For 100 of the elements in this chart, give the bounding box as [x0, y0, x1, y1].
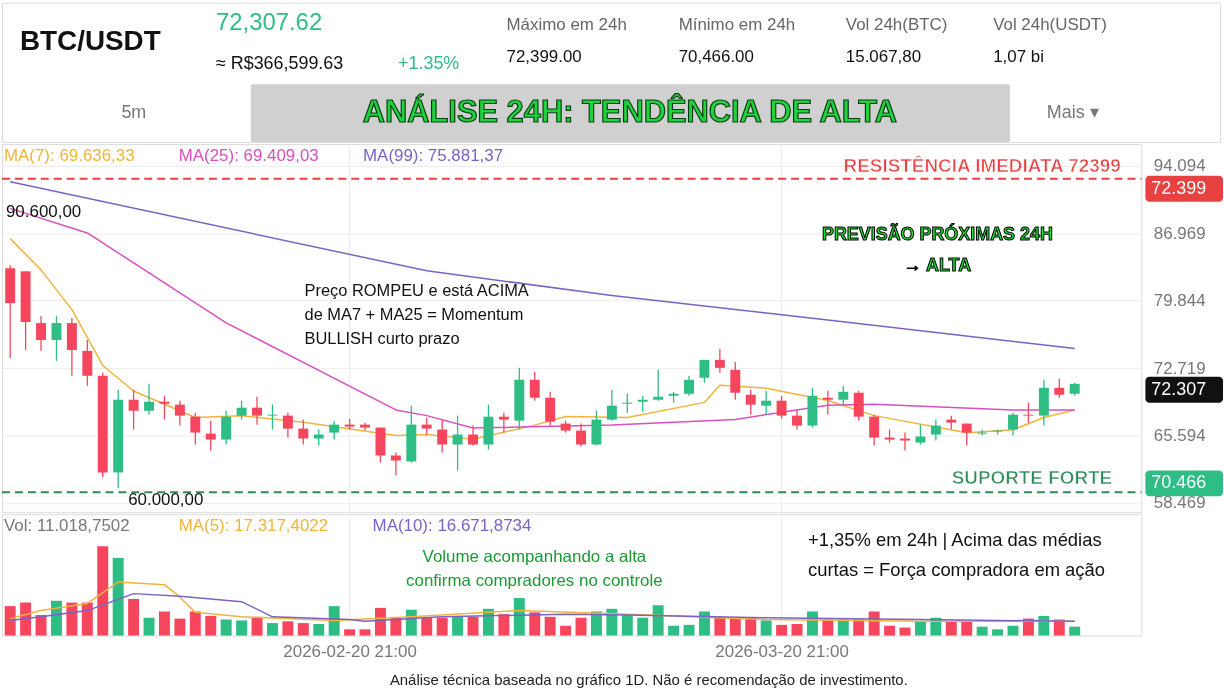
text: MA(99): 75.881,37 — [363, 145, 504, 165]
bar — [205, 615, 217, 636]
bar — [945, 621, 957, 636]
bar — [390, 617, 402, 636]
bar — [698, 611, 710, 636]
candlestick — [853, 390, 864, 422]
candlestick — [452, 414, 463, 472]
candlestick — [776, 395, 787, 420]
y-tick-label: 65.594 — [1153, 426, 1206, 446]
annotation: +1,35% em 24h | Acima das médias curtas = Força compradora em ação — [808, 529, 1105, 580]
text: 72,399.00 — [506, 47, 582, 67]
series-label: Vol: 11.018,7502 — [3, 516, 130, 536]
bar — [158, 611, 170, 636]
bar — [112, 557, 124, 636]
candlestick — [838, 385, 849, 407]
candlestick — [529, 371, 540, 402]
bar — [266, 623, 278, 636]
candlestick — [684, 375, 694, 397]
candlestick — [252, 396, 262, 426]
text: Análise técnica baseada no gráfico 1D. Não é recomendação de investimento. — [389, 671, 908, 688]
candlestick — [36, 315, 47, 352]
annotation: Preço ROMPEU e está ACIMA de MA7 + MA25 = Momentum BULLISH curto prazo — [304, 281, 529, 348]
candlestick — [714, 348, 725, 374]
bar — [714, 616, 726, 636]
bar — [1007, 625, 1019, 636]
candlestick — [128, 389, 139, 431]
text: 70,466.00 — [678, 47, 754, 67]
candlestick — [298, 418, 309, 446]
candlestick — [930, 418, 941, 442]
bar — [421, 617, 433, 636]
text: BTC/USDT — [19, 25, 161, 57]
bar — [374, 607, 386, 636]
bar — [4, 606, 16, 636]
bar — [899, 627, 911, 636]
text: ≈ R$366,599.63 — [215, 53, 344, 74]
text: Vol 24h(BTC) — [845, 14, 948, 34]
y-tick-label: 94.094 — [1153, 156, 1206, 176]
bar — [837, 619, 849, 636]
candlestick — [576, 422, 586, 448]
annotation: Volume acompanhando a alta confirma compradores no controle — [406, 546, 663, 590]
bar — [529, 612, 541, 636]
bar — [20, 602, 32, 636]
candlestick — [653, 369, 664, 402]
bar — [776, 624, 788, 636]
bar — [436, 617, 448, 636]
bar — [282, 621, 294, 636]
candlestick — [221, 410, 232, 446]
line-series — [9, 207, 1076, 429]
candlestick — [390, 451, 401, 477]
candlestick — [622, 393, 633, 414]
bar — [220, 619, 232, 636]
annotation: 60.000,00 — [128, 490, 204, 510]
text: 72.399 — [1151, 177, 1207, 198]
bar — [313, 623, 325, 636]
candlestick — [437, 418, 448, 454]
annotation: PREVISÃO PRÓXIMAS 24H → ALTA — [821, 222, 1053, 276]
y-tick-label: 72.719 — [1153, 358, 1206, 378]
bar — [992, 629, 1004, 636]
bar — [976, 626, 988, 636]
text: 72,307.62 — [215, 7, 323, 35]
candlestick — [900, 431, 910, 452]
bar — [236, 620, 248, 636]
text: Vol 24h(USDT) — [993, 14, 1107, 34]
candlestick — [174, 400, 185, 427]
bar — [791, 623, 803, 636]
bar — [359, 629, 371, 636]
y-tick-label: 58.469 — [1153, 493, 1206, 513]
candlestick — [498, 412, 509, 434]
candlestick — [745, 389, 756, 416]
bar — [683, 624, 695, 636]
bar — [97, 546, 109, 636]
bar — [467, 616, 479, 636]
bar — [1038, 615, 1050, 636]
bar — [35, 615, 47, 636]
bar — [961, 621, 973, 636]
bar — [914, 621, 926, 636]
text: MA(10): 16.671,8734 — [372, 516, 532, 536]
text: MA(7): 69.636,33 — [3, 145, 135, 165]
bar — [575, 617, 587, 636]
bar — [189, 611, 201, 636]
text: MA(25): 69.409,03 — [178, 145, 319, 165]
bar — [297, 623, 309, 636]
candlestick — [159, 395, 170, 421]
bar — [81, 602, 93, 636]
bar — [344, 629, 356, 636]
text: Mais ▾ — [1046, 102, 1099, 123]
bar — [560, 625, 572, 636]
candlestick — [468, 424, 478, 447]
bar — [729, 617, 741, 636]
candlestick — [205, 420, 216, 452]
candlestick — [761, 390, 772, 416]
text: MA(5): 17.317,4022 — [178, 516, 329, 536]
bar — [513, 598, 525, 636]
candlestick — [915, 423, 926, 446]
candlestick — [51, 315, 62, 362]
text: Máximo em 24h — [506, 14, 627, 34]
text: +1.35% — [398, 53, 460, 74]
text: 72.307 — [1151, 378, 1207, 399]
candlestick — [792, 409, 802, 431]
bar — [498, 614, 510, 636]
